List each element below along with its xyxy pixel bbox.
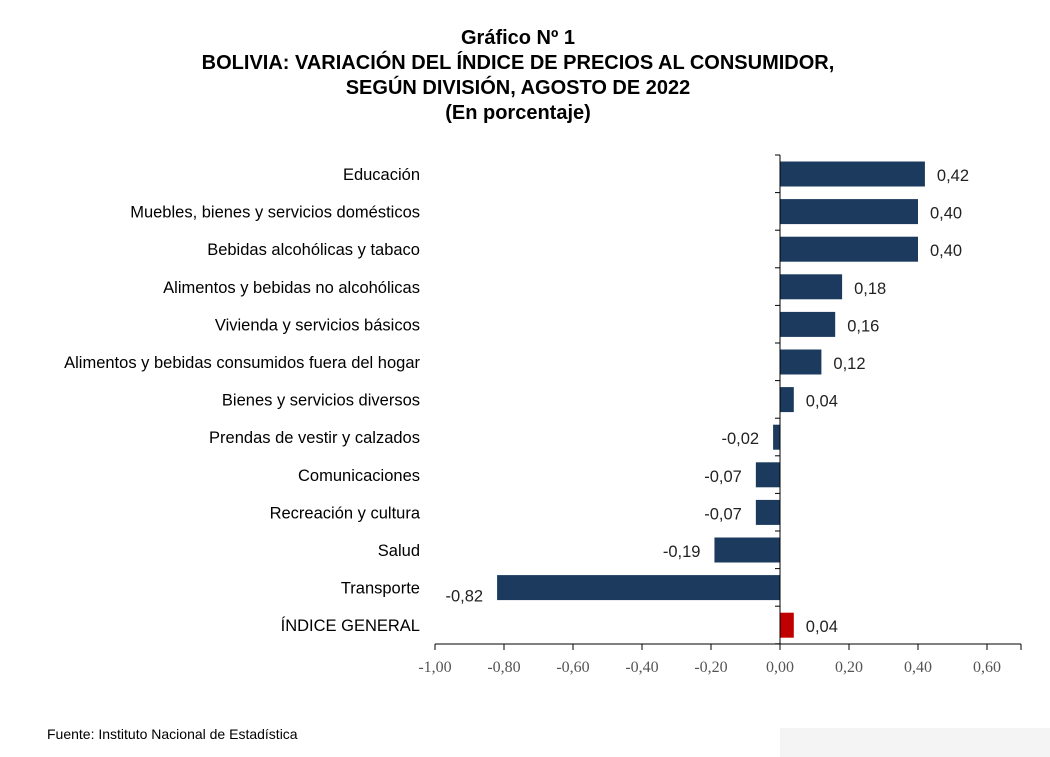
data-label: 0,04: [806, 393, 838, 411]
bar: [780, 161, 925, 187]
source-note: Fuente: Instituto Nacional de Estadístic…: [47, 726, 298, 742]
x-tick-label: -1,00: [418, 659, 451, 676]
chart-title-number: Gráfico Nº 1: [460, 27, 575, 49]
bar: [755, 499, 780, 525]
data-label: -0,07: [704, 505, 742, 523]
corner-shade: [780, 728, 1050, 757]
category-label: ÍNDICE GENERAL: [281, 616, 420, 635]
data-label: 0,04: [806, 618, 838, 636]
x-tick-label: 0,00: [766, 659, 794, 676]
category-label: Muebles, bienes y servicios domésticos: [130, 204, 420, 222]
bar: [773, 424, 780, 450]
data-label: 0,18: [854, 280, 886, 298]
data-label: 0,12: [833, 355, 865, 373]
bar: [780, 236, 918, 262]
data-label: -0,07: [704, 468, 742, 486]
category-label: Bebidas alcohólicas y tabaco: [207, 241, 420, 259]
x-tick-label: 0,40: [904, 659, 932, 676]
category-label: Transporte: [341, 580, 420, 598]
category-label: Alimentos y bebidas no alcohólicas: [163, 279, 420, 297]
bar-chart: Educación 0,42 Muebles, bienes y servicios…: [64, 154, 1022, 676]
chart-title-subject: SEGÚN DIVISIÓN, AGOSTO DE 2022: [345, 77, 691, 99]
category-label: Bienes y servicios diversos: [222, 392, 420, 410]
bar: [780, 274, 843, 300]
data-label: 0,40: [930, 205, 962, 223]
bar: [780, 311, 836, 337]
bar: [780, 199, 918, 225]
category-label: Salud: [378, 542, 420, 560]
data-label: 0,42: [937, 167, 969, 185]
bar: [780, 612, 794, 638]
category-label: Educación: [343, 166, 420, 184]
x-tick-label: -0,60: [556, 659, 589, 676]
x-tick-label: 0,60: [973, 659, 1001, 676]
bar: [497, 575, 780, 601]
bar: [780, 349, 822, 375]
x-tick-label: -0,40: [625, 659, 658, 676]
data-label: 0,16: [847, 317, 879, 335]
data-label: 0,40: [930, 242, 962, 260]
x-tick-label: 0,20: [835, 659, 863, 676]
bar: [755, 462, 780, 488]
category-label: Vivienda y servicios básicos: [215, 316, 420, 334]
bar: [780, 387, 794, 413]
chart-title-main: BOLIVIA: VARIACIÓN DEL ÍNDICE DE PRECIOS…: [201, 52, 835, 74]
bar: [714, 537, 780, 563]
category-label: Alimentos y bebidas consumidos fuera del…: [64, 354, 420, 372]
category-label: Recreación y cultura: [270, 504, 421, 522]
chart-title-block: Gráfico Nº 1 BOLIVIA: VARIACIÓN DEL ÍNDI…: [0, 26, 1036, 126]
chart-title-unit: (En porcentaje): [445, 102, 591, 124]
x-tick-label: -0,20: [694, 659, 727, 676]
data-label: -0,19: [663, 543, 701, 561]
data-label: -0,82: [445, 588, 483, 606]
x-tick-label: -0,80: [487, 659, 520, 676]
category-label: Comunicaciones: [298, 467, 420, 485]
category-label: Prendas de vestir y calzados: [209, 429, 420, 447]
data-label: -0,02: [721, 430, 759, 448]
